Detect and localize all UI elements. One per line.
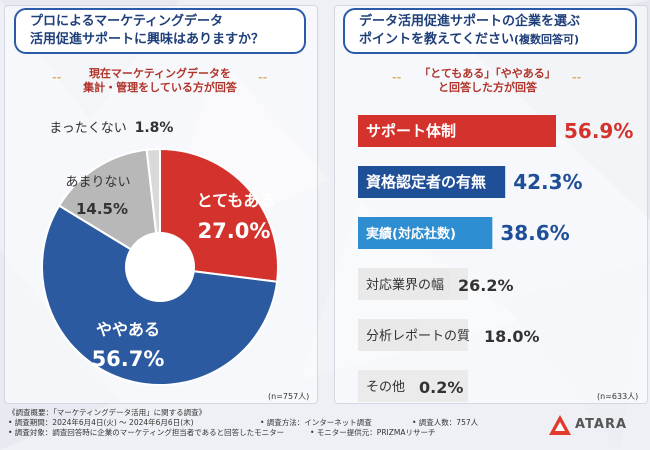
footer-line1: 《調査概要：「マーケティングデータ活用」に関する調査》 bbox=[8, 408, 207, 417]
footer-target: • 調査対象：調査回答時に企業のマーケティング担当者であると回答したモニター bbox=[8, 428, 285, 437]
donut-slice-3 bbox=[57, 148, 162, 269]
donut-label-mattaku: まったくない bbox=[49, 121, 126, 136]
bar-value-1: 56.9% bbox=[564, 119, 633, 143]
donut-value-mattaku: 1.8% bbox=[135, 120, 174, 136]
right-question-line1: データ活用促進サポートの企業を選ぶ bbox=[359, 14, 581, 29]
bar-label-pad-4 bbox=[358, 268, 468, 300]
footer-method: • 調査方法：インターネット調査 bbox=[260, 418, 372, 427]
right-subtitle-line2: と回答した方が回答 bbox=[438, 81, 537, 94]
left-question-line2: 活用促進サポートに興味はありますか？ bbox=[30, 32, 265, 47]
left-subtitle-line2: 集計・管理をしている方が回答 bbox=[83, 81, 237, 94]
bar-value-4: 26.2% bbox=[458, 276, 514, 295]
donut-value-totemo: 27.0% bbox=[198, 219, 271, 243]
bar-label-2: 資格認定者の有無 bbox=[366, 173, 486, 191]
left-subtitle-line1: 現在マーケティングデータを bbox=[88, 67, 232, 80]
bar-label-5: 分析レポートの質 bbox=[366, 329, 470, 344]
footer-period: • 調査期間：2024年6月4日(火) 〜 2024年6月6日(木) bbox=[8, 418, 194, 427]
bar-label-pad-5 bbox=[358, 319, 468, 351]
bar-value-5: 18.0% bbox=[484, 327, 540, 346]
left-question-line1: プロによるマーケティングデータ bbox=[30, 14, 224, 29]
right-question-box: データ活用促進サポートの企業を選ぶ ポイントを教えてください(複数回答可) bbox=[343, 8, 637, 54]
bar-value-3: 38.6% bbox=[500, 221, 569, 245]
bar-2 bbox=[358, 166, 506, 198]
right-subtitle: 「とてもある」「ややある」 と回答した方が回答 bbox=[395, 67, 580, 95]
donut-value-amari: 14.5% bbox=[76, 200, 128, 218]
left-dash-left: -- bbox=[52, 71, 62, 84]
donut-hole bbox=[125, 232, 195, 302]
bar-label-1: サポート体制 bbox=[366, 122, 456, 140]
bar-label-6: その他 bbox=[366, 380, 405, 395]
logo-text: ATARA bbox=[575, 417, 628, 432]
atara-logo-icon bbox=[549, 415, 571, 435]
right-dash-left: -- bbox=[392, 71, 402, 84]
footer-count: • 調査人数：757人 bbox=[412, 418, 479, 427]
left-question-box: プロによるマーケティングデータ 活用促進サポートに興味はありますか？ bbox=[14, 8, 306, 54]
donut-label-yaya: ややある bbox=[96, 320, 160, 339]
bar-value-2: 42.3% bbox=[513, 170, 582, 194]
bar-1 bbox=[358, 115, 556, 147]
bar-label-3: 実績(対応社数) bbox=[366, 226, 456, 242]
bar-label-pad-6 bbox=[358, 370, 468, 402]
right-question-main: ポイントを教えてください bbox=[359, 32, 514, 47]
right-dash-right: -- bbox=[572, 71, 582, 84]
bar-3 bbox=[358, 217, 493, 249]
right-question-note: (複数回答可) bbox=[513, 33, 580, 46]
donut-label-totemo: とてもある bbox=[197, 191, 276, 210]
bar-label-4: 対応業界の幅 bbox=[366, 277, 444, 293]
footer-provider: • モニター提供元：PRIZMAリサーチ bbox=[310, 428, 436, 437]
right-n-label: (n=633人) bbox=[597, 392, 639, 401]
donut-label-amari: あまりない bbox=[65, 175, 130, 190]
left-n-label: (n=757人) bbox=[268, 392, 310, 401]
bar-value-6: 0.2% bbox=[419, 378, 463, 397]
donut-value-yaya: 56.7% bbox=[92, 347, 165, 371]
right-question-line2: ポイントを教えてください(複数回答可) bbox=[359, 31, 635, 49]
left-subtitle: 現在マーケティングデータを 集計・管理をしている方が回答 bbox=[60, 67, 260, 95]
left-dash-right: -- bbox=[258, 71, 268, 84]
right-subtitle-line1: 「とてもある」「ややある」 bbox=[419, 67, 556, 80]
